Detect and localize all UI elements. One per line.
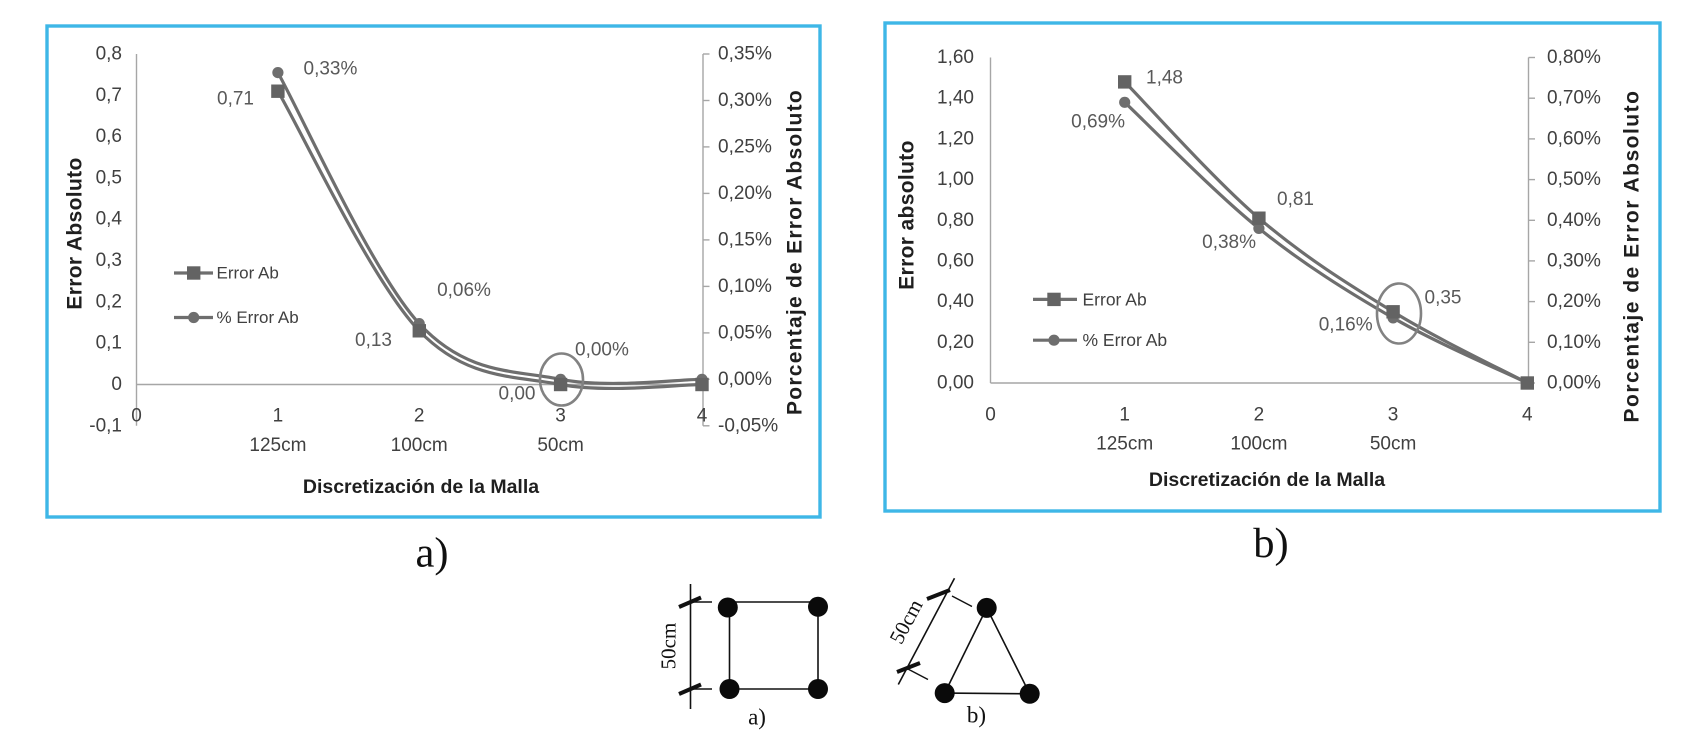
svg-text:125cm: 125cm <box>249 435 306 456</box>
svg-text:0,05%: 0,05% <box>718 322 772 343</box>
svg-text:0,00: 0,00 <box>937 373 974 394</box>
svg-text:0,2: 0,2 <box>96 291 122 312</box>
svg-text:Discretización de la Malla: Discretización de la Malla <box>303 476 539 498</box>
svg-text:a): a) <box>748 705 766 730</box>
svg-text:b): b) <box>1253 520 1288 567</box>
svg-text:2: 2 <box>414 406 425 427</box>
svg-text:0,06%: 0,06% <box>437 280 491 301</box>
svg-text:0,13: 0,13 <box>355 330 392 351</box>
svg-text:0,20%: 0,20% <box>1547 291 1601 312</box>
svg-text:0,30%: 0,30% <box>1547 250 1601 271</box>
svg-text:0,50%: 0,50% <box>1547 169 1601 190</box>
svg-text:0,8: 0,8 <box>96 44 122 65</box>
svg-text:0,1: 0,1 <box>96 333 122 354</box>
svg-text:50cm: 50cm <box>1370 434 1416 455</box>
svg-text:0,00%: 0,00% <box>575 340 629 361</box>
svg-text:1: 1 <box>273 406 284 427</box>
svg-text:Error Absoluto: Error Absoluto <box>63 157 86 309</box>
svg-text:0,71: 0,71 <box>217 89 254 110</box>
svg-text:0,00%: 0,00% <box>1547 373 1601 394</box>
svg-text:Error Ab: Error Ab <box>1083 289 1147 309</box>
svg-text:1,00: 1,00 <box>937 169 974 190</box>
svg-text:% Error Ab: % Error Ab <box>1083 330 1168 350</box>
svg-text:0,7: 0,7 <box>96 85 122 106</box>
svg-text:0,80%: 0,80% <box>1547 47 1601 68</box>
svg-text:0,00%: 0,00% <box>718 369 772 390</box>
svg-text:0,5: 0,5 <box>96 167 122 188</box>
svg-text:0,3: 0,3 <box>96 250 122 271</box>
svg-text:0,15%: 0,15% <box>718 229 772 250</box>
svg-text:1,48: 1,48 <box>1146 68 1183 89</box>
svg-text:0,00: 0,00 <box>499 384 536 405</box>
svg-text:0,60: 0,60 <box>937 250 974 271</box>
svg-text:0,10%: 0,10% <box>718 276 772 297</box>
svg-text:0,70%: 0,70% <box>1547 88 1601 109</box>
svg-text:0,80: 0,80 <box>937 210 974 231</box>
svg-text:0,10%: 0,10% <box>1547 332 1601 353</box>
svg-text:50cm: 50cm <box>537 435 583 456</box>
svg-text:0,4: 0,4 <box>96 209 123 230</box>
svg-text:-0,1: -0,1 <box>89 415 122 436</box>
svg-text:0: 0 <box>131 406 142 427</box>
svg-text:b): b) <box>967 703 986 728</box>
svg-text:0,81: 0,81 <box>1277 189 1314 210</box>
svg-text:Error Ab: Error Ab <box>217 264 279 283</box>
svg-text:-0,05%: -0,05% <box>718 415 778 436</box>
svg-text:100cm: 100cm <box>1230 434 1287 455</box>
svg-text:0,60%: 0,60% <box>1547 128 1601 149</box>
svg-text:0,20%: 0,20% <box>718 183 772 204</box>
svg-text:0,20: 0,20 <box>937 332 974 353</box>
svg-text:1,60: 1,60 <box>937 47 974 68</box>
svg-text:% Error Ab: % Error Ab <box>217 308 299 327</box>
svg-text:Porcentaje de Error Absoluto: Porcentaje de Error Absoluto <box>784 89 807 415</box>
svg-text:125cm: 125cm <box>1096 434 1153 455</box>
svg-text:0,35: 0,35 <box>1425 287 1462 308</box>
svg-text:1,40: 1,40 <box>937 88 974 109</box>
svg-text:0,69%: 0,69% <box>1071 112 1125 133</box>
svg-text:Discretización de la Malla: Discretización de la Malla <box>1149 469 1385 491</box>
svg-text:2: 2 <box>1254 405 1265 426</box>
svg-text:Error absoluto: Error absoluto <box>896 140 919 290</box>
svg-text:1: 1 <box>1119 405 1130 426</box>
svg-text:0,40: 0,40 <box>937 291 974 312</box>
svg-text:3: 3 <box>555 406 566 427</box>
svg-text:4: 4 <box>1522 405 1533 426</box>
svg-text:0,16%: 0,16% <box>1319 315 1373 336</box>
svg-text:0: 0 <box>985 405 996 426</box>
svg-text:3: 3 <box>1388 405 1399 426</box>
svg-text:0,40%: 0,40% <box>1547 210 1601 231</box>
svg-text:0,35%: 0,35% <box>718 44 772 65</box>
svg-text:Porcentaje de Error Absoluto: Porcentaje de Error Absoluto <box>1621 90 1644 423</box>
svg-text:0: 0 <box>111 374 122 395</box>
svg-text:100cm: 100cm <box>391 435 448 456</box>
svg-text:0,25%: 0,25% <box>718 136 772 157</box>
svg-text:1,20: 1,20 <box>937 128 974 149</box>
svg-text:0,38%: 0,38% <box>1202 232 1256 253</box>
svg-text:50cm: 50cm <box>657 623 681 670</box>
svg-text:0,6: 0,6 <box>96 126 122 147</box>
svg-text:4: 4 <box>697 406 708 427</box>
svg-text:0,33%: 0,33% <box>304 59 358 80</box>
svg-text:a): a) <box>415 530 448 577</box>
svg-text:0,30%: 0,30% <box>718 90 772 111</box>
